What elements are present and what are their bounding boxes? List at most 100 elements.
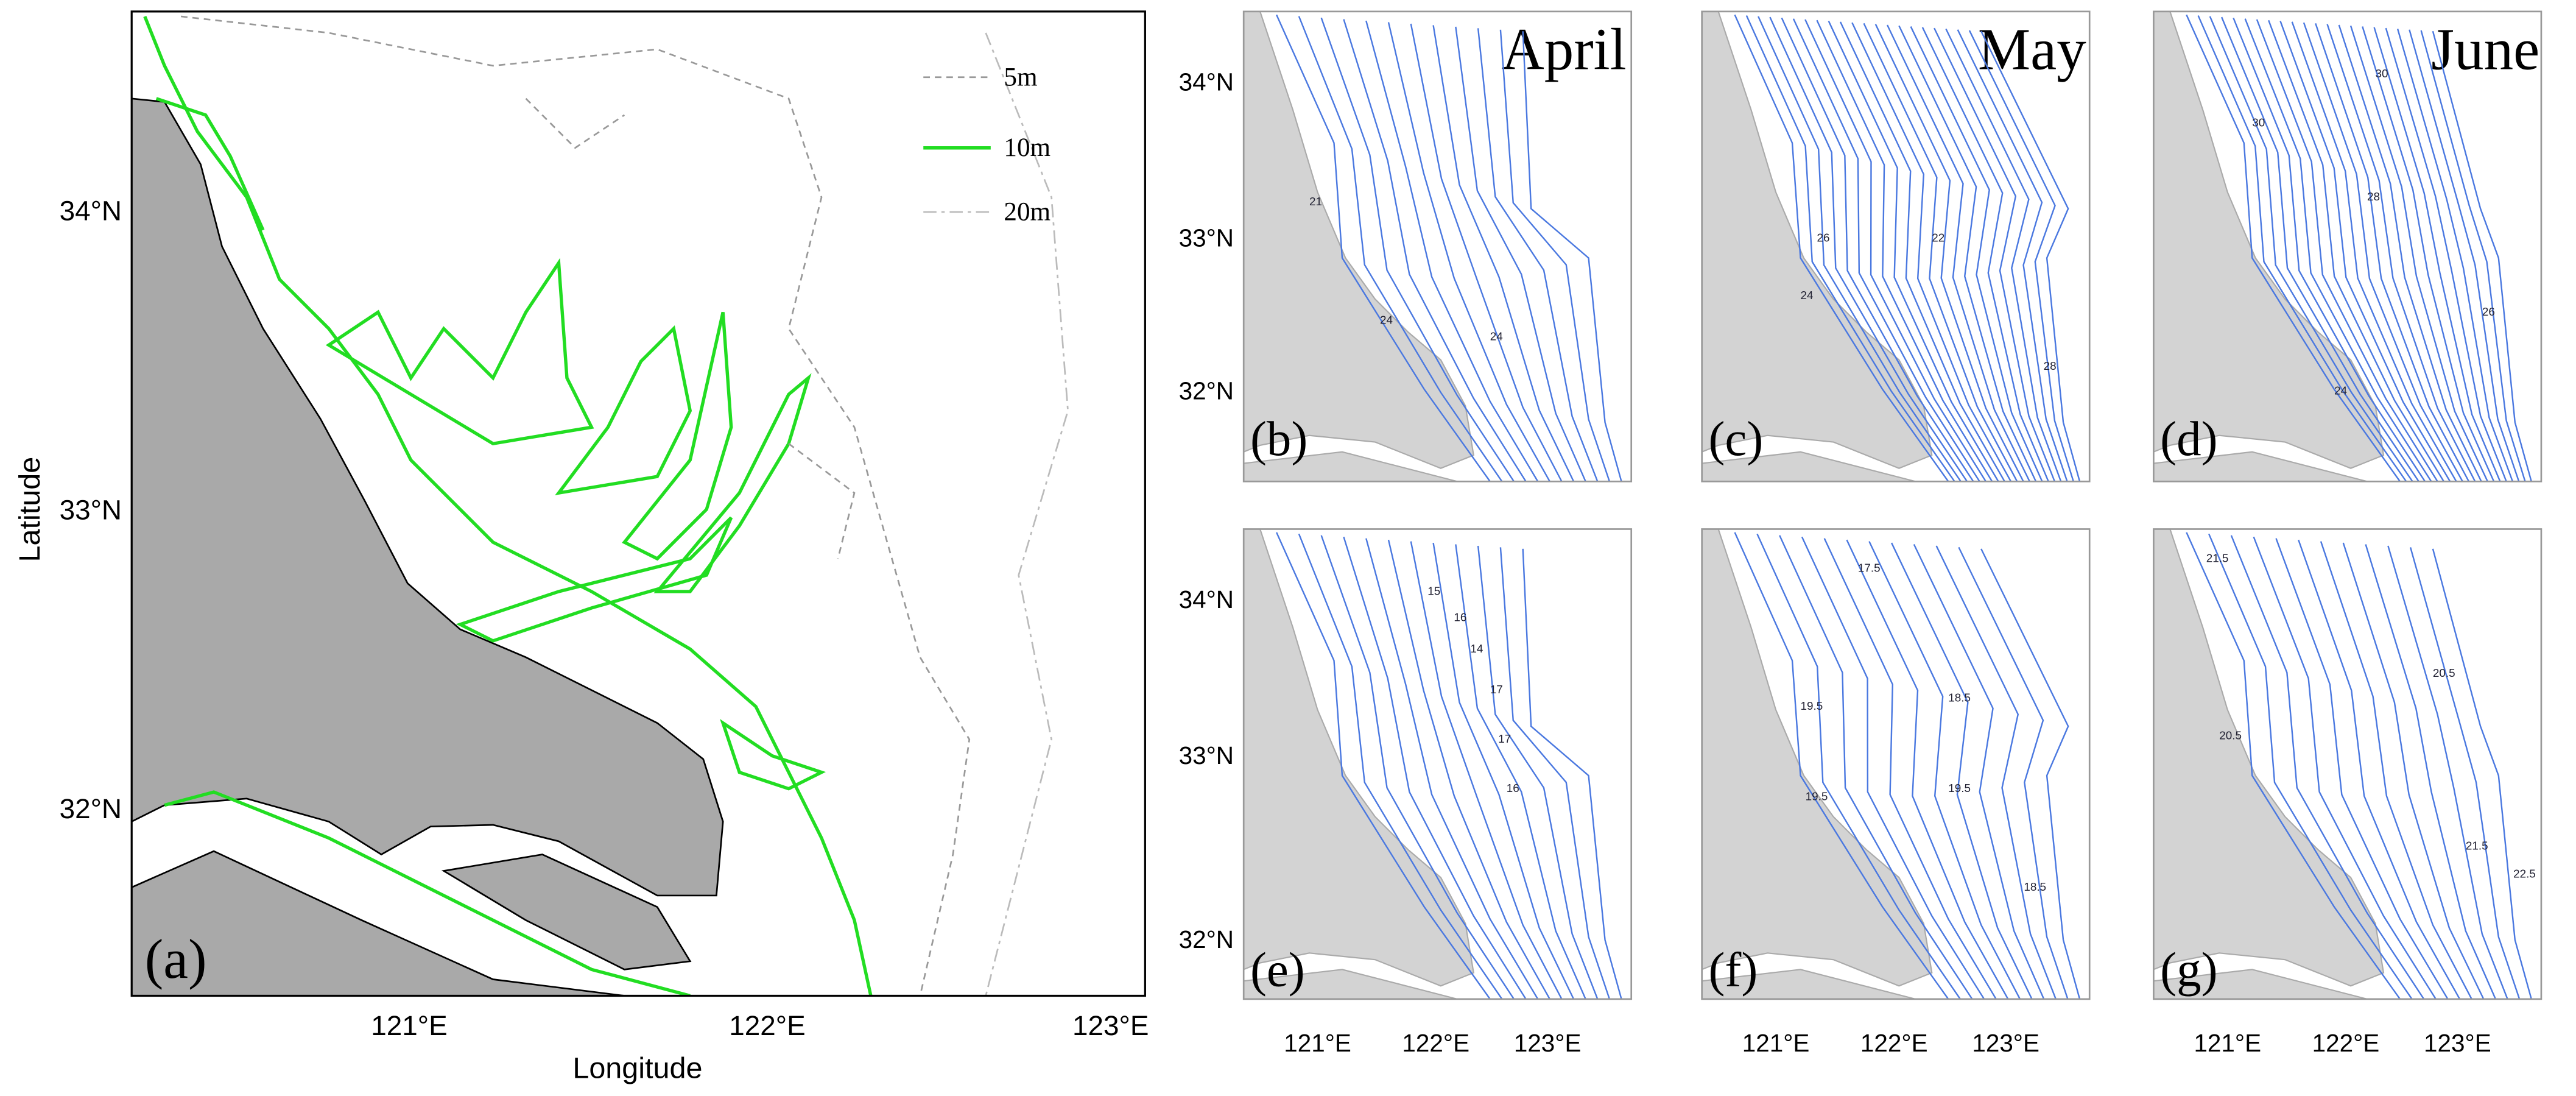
contour-label: 24 bbox=[1801, 289, 1814, 302]
contour-line bbox=[2256, 19, 2438, 482]
legend-label: 20m bbox=[1004, 197, 1050, 226]
contour-line bbox=[1477, 545, 1599, 999]
contour-line bbox=[1387, 539, 1550, 999]
contour-line bbox=[2253, 536, 2437, 999]
contour-line bbox=[1365, 538, 1539, 999]
land bbox=[1244, 969, 1458, 999]
contour-line bbox=[1801, 536, 1985, 999]
contour-line bbox=[1935, 545, 2057, 999]
contour-line bbox=[1968, 30, 2074, 482]
contour-line bbox=[2387, 545, 2508, 999]
contour-label: 21.5 bbox=[2466, 840, 2488, 852]
x-tick-label: 121°E bbox=[1742, 1029, 1810, 1057]
contour-line bbox=[1898, 25, 2037, 482]
contour-line bbox=[1298, 533, 1503, 999]
contour-line bbox=[1945, 28, 2062, 482]
contour-line bbox=[2365, 544, 2497, 999]
small-panel: (e) 15 16 14 17 17 16 34°N 33°N 32°N 121°E 122°E 123… bbox=[1179, 528, 1633, 1057]
land bbox=[2153, 969, 2368, 999]
contour-label: 30 bbox=[2376, 68, 2388, 80]
contour-line bbox=[1890, 542, 2033, 999]
x-tick-label: 121°E bbox=[2194, 1029, 2261, 1057]
island bbox=[441, 854, 692, 970]
contour-label: 24 bbox=[1380, 314, 1393, 327]
contour-line bbox=[1477, 28, 1599, 482]
x-tick-label: 122°E bbox=[1860, 1029, 1928, 1057]
y-tick-label: 34°N bbox=[1179, 68, 1234, 96]
panel-content bbox=[1244, 11, 1622, 482]
contour-label: 26 bbox=[1817, 232, 1829, 244]
contour-line bbox=[1980, 548, 2081, 999]
contour-line bbox=[2209, 16, 2413, 482]
contour-line bbox=[1851, 22, 2012, 482]
contour-label: 28 bbox=[2367, 191, 2380, 203]
contour-line bbox=[2362, 26, 2495, 482]
y-tick-label: 33°N bbox=[1179, 224, 1234, 252]
contour-label: 20.5 bbox=[2433, 667, 2455, 680]
land bbox=[1244, 529, 1474, 987]
land bbox=[2153, 11, 2385, 469]
land bbox=[1701, 529, 1933, 987]
x-tick-label: 123°E bbox=[2424, 1029, 2491, 1057]
contour-label: 26 bbox=[2482, 306, 2495, 319]
legend-label: 5m bbox=[1004, 63, 1037, 91]
contour-line bbox=[1734, 532, 1949, 999]
contour-label: 14 bbox=[1470, 643, 1483, 656]
legend bbox=[923, 76, 991, 213]
contour-line bbox=[2230, 535, 2425, 999]
contour-line bbox=[1958, 546, 2069, 999]
contour-line bbox=[1863, 23, 2018, 482]
contour-line bbox=[2385, 27, 2507, 482]
contour-line bbox=[2279, 21, 2451, 482]
contour-line bbox=[1980, 30, 2081, 482]
panel-label: (a) bbox=[145, 928, 207, 990]
contour-line bbox=[1298, 16, 1503, 482]
contour-line bbox=[1455, 544, 1586, 999]
x-tick-label: 122°E bbox=[2312, 1029, 2380, 1057]
contour-line bbox=[1499, 547, 1611, 999]
contour-line bbox=[1455, 26, 1586, 482]
y-tick-label: 32°N bbox=[1179, 925, 1234, 953]
contour-line bbox=[2432, 548, 2532, 999]
contour-line bbox=[1957, 29, 2068, 482]
panel-content bbox=[1701, 11, 2081, 482]
contour-line bbox=[2298, 539, 2461, 999]
x-tick-label: 123°E bbox=[1972, 1029, 2039, 1057]
contour-5m bbox=[180, 15, 971, 996]
month-header: April bbox=[1502, 16, 1627, 82]
contour-line bbox=[1846, 539, 2009, 999]
contour-label: 15 bbox=[1427, 585, 1440, 598]
land bbox=[132, 97, 724, 897]
y-tick-label: 32°N bbox=[1179, 377, 1234, 405]
contour-line bbox=[2409, 547, 2521, 999]
land bbox=[1701, 969, 1916, 999]
panel-label: (e) bbox=[1250, 942, 1305, 997]
contour-line bbox=[1745, 15, 1955, 482]
small-panel: (b) 21 24 24 34°N 33°N 32°N bbox=[1179, 10, 1633, 483]
contour-line bbox=[1910, 26, 2043, 482]
x-axis-label: Longitude bbox=[572, 1052, 702, 1084]
contour-line bbox=[1320, 535, 1515, 999]
contour-line bbox=[2303, 22, 2463, 482]
contour-line bbox=[1758, 16, 1962, 482]
contour-line bbox=[1387, 22, 1550, 482]
x-tick-label: 122°E bbox=[729, 1009, 805, 1041]
month-header: June bbox=[2431, 16, 2539, 82]
panel-frame bbox=[2153, 528, 2543, 1000]
contour-label: 19.5 bbox=[1806, 791, 1828, 804]
x-tick-label: 121°E bbox=[371, 1009, 447, 1041]
land bbox=[2153, 451, 2368, 482]
x-tick-label: 123°E bbox=[1514, 1029, 1582, 1057]
panel-label: (g) bbox=[2160, 942, 2217, 997]
contour-label: 28 bbox=[2044, 360, 2057, 373]
panel-label: (d) bbox=[2160, 411, 2217, 466]
contour-line bbox=[2275, 538, 2449, 999]
contour-line bbox=[1432, 25, 1575, 482]
contour-line bbox=[2320, 541, 2472, 999]
contour-line bbox=[1839, 21, 2005, 482]
contour-line bbox=[2291, 21, 2457, 482]
x-tick-label: 121°E bbox=[1284, 1029, 1351, 1057]
contour-line bbox=[2244, 18, 2432, 482]
contour-label: 19.5 bbox=[1948, 782, 1971, 795]
contour-label: 18.5 bbox=[1948, 692, 1971, 705]
